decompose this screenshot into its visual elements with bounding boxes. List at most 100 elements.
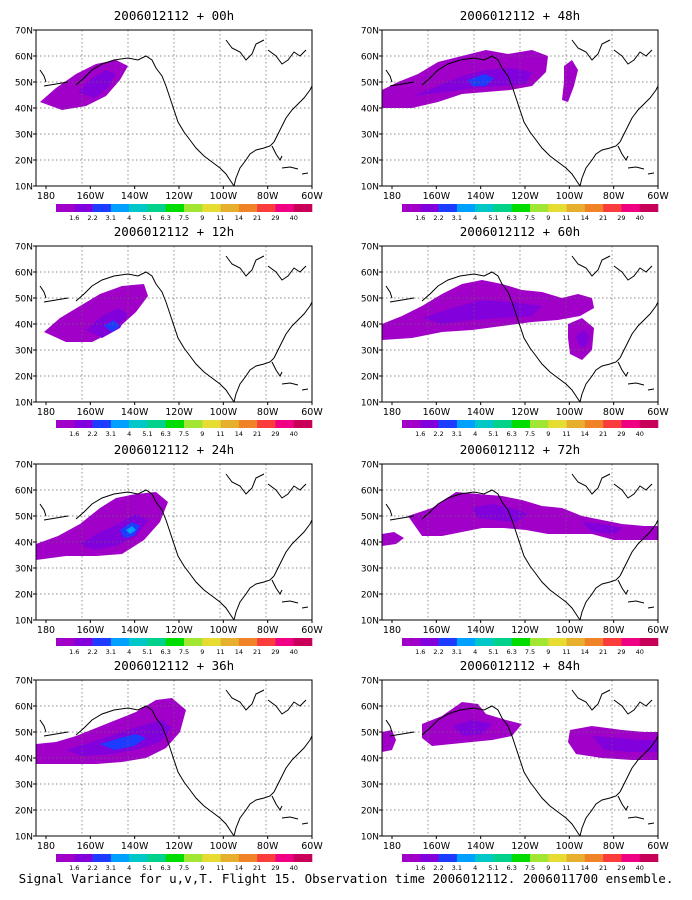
colorbar-swatch [165, 204, 185, 212]
colorbar-label: 6.3 [507, 430, 517, 438]
colorbar-swatch [639, 204, 659, 212]
lat-tick-label: 60N [15, 487, 33, 497]
colorbar-label: 4 [473, 214, 477, 222]
colorbar-swatch [566, 638, 586, 646]
panel-title: 2006012112 + 84h [460, 658, 580, 673]
colorbar-swatch [202, 420, 221, 428]
colorbar-label: 29 [617, 648, 625, 656]
colorbar-swatch [220, 204, 240, 212]
colorbar-label: 3.1 [106, 214, 116, 222]
colorbar-label: 1.6 [69, 214, 79, 222]
colorbar-swatch [493, 638, 513, 646]
panel-title: 2006012112 + 60h [460, 224, 580, 239]
lon-tick-label: 100W [556, 625, 584, 636]
lon-tick-label: 140W [121, 841, 149, 852]
colorbar-label: 7.5 [525, 864, 535, 872]
lon-tick-label: 60W [301, 191, 323, 202]
lat-tick-label: 30N [361, 565, 379, 575]
lon-tick-label: 180 [37, 407, 55, 418]
lat-tick-label: 10N [361, 833, 379, 843]
colorbar-swatch [74, 204, 93, 212]
colorbar-swatch [165, 854, 185, 862]
lat-tick-label: 50N [361, 295, 379, 305]
lat-tick-label: 40N [15, 105, 33, 115]
colorbar-swatch [165, 420, 185, 428]
colorbar-label: 1.6 [415, 648, 425, 656]
colorbar-swatch [402, 420, 421, 428]
colorbar-label: 4 [473, 864, 477, 872]
lon-tick-label: 80W [257, 407, 279, 418]
colorbar-label: 2.2 [433, 648, 443, 656]
colorbar-label: 21 [599, 648, 607, 656]
colorbar-label: 3.1 [452, 648, 462, 656]
colorbar-label: 5.1 [488, 648, 498, 656]
map-plot-area [382, 464, 658, 620]
colorbar-swatch [110, 204, 130, 212]
colorbar-swatch [493, 420, 513, 428]
colorbar-label: 14 [235, 864, 243, 872]
colorbar-swatch [639, 854, 659, 862]
colorbar-swatch [293, 638, 313, 646]
map-panel: 2006012112 + 12h 10N 20N 30N 40N 50N 60N 70N 180… [15, 224, 324, 438]
lon-tick-label: 100W [556, 191, 584, 202]
variance-contour [422, 300, 542, 324]
colorbar-label: 2.2 [87, 864, 97, 872]
lat-tick-label: 70N [15, 677, 33, 687]
lat-tick-label: 60N [361, 269, 379, 279]
colorbar-label: 5.1 [142, 864, 152, 872]
colorbar-swatch [475, 204, 494, 212]
lon-tick-label: 100W [556, 841, 584, 852]
variance-contour [66, 720, 172, 756]
panel-title: 2006012112 + 36h [114, 658, 234, 673]
variance-contour [576, 330, 590, 348]
lat-tick-label: 30N [361, 131, 379, 141]
colorbar-swatch [420, 420, 439, 428]
colorbar-label: 3.1 [106, 648, 116, 656]
figure-caption: Signal Variance for u,v,T. Flight 15. Ob… [19, 871, 674, 886]
colorbar-swatch [238, 204, 258, 212]
colorbar-swatch [530, 204, 549, 212]
colorbar-label: 40 [290, 430, 298, 438]
colorbar-label: 21 [599, 430, 607, 438]
colorbar-label: 9 [200, 214, 204, 222]
variance-contour [86, 308, 128, 338]
colorbar-swatch [147, 854, 167, 862]
colorbar-label: 7.5 [525, 648, 535, 656]
colorbar-label: 1.6 [69, 864, 79, 872]
colorbar-swatch [639, 420, 659, 428]
colorbar-label: 11 [216, 864, 224, 872]
lat-tick-label: 60N [15, 53, 33, 63]
lat-tick-label: 50N [15, 79, 33, 89]
colorbar-swatch [238, 420, 258, 428]
variance-contour [582, 522, 622, 534]
colorbar-label: 40 [636, 430, 644, 438]
colorbar-swatch [74, 420, 93, 428]
colorbar-swatch [530, 854, 549, 862]
lon-tick-label: 160W [423, 191, 451, 202]
colorbar-label: 5.1 [142, 214, 152, 222]
colorbar-label: 9 [546, 648, 550, 656]
lon-tick-label: 180 [383, 625, 401, 636]
colorbar-swatch [129, 204, 148, 212]
colorbar-swatch [56, 204, 75, 212]
lat-tick-label: 20N [361, 157, 379, 167]
panel-title: 2006012112 + 00h [114, 8, 234, 23]
lat-tick-label: 20N [15, 591, 33, 601]
colorbar-swatch [257, 638, 276, 646]
colorbar-swatch [511, 204, 531, 212]
colorbar-swatch [566, 854, 586, 862]
lat-tick-label: 10N [15, 617, 33, 627]
lon-tick-label: 60W [301, 841, 323, 852]
lon-tick-label: 120W [511, 841, 539, 852]
colorbar-label: 3.1 [452, 214, 462, 222]
colorbar-label: 29 [271, 864, 279, 872]
lon-tick-label: 180 [383, 841, 401, 852]
lon-tick-label: 140W [121, 191, 149, 202]
lat-tick-label: 10N [15, 399, 33, 409]
colorbar-label: 6.3 [507, 864, 517, 872]
colorbar-label: 29 [617, 214, 625, 222]
colorbar-swatch [147, 204, 167, 212]
lat-tick-label: 70N [15, 461, 33, 471]
lon-tick-label: 120W [511, 191, 539, 202]
